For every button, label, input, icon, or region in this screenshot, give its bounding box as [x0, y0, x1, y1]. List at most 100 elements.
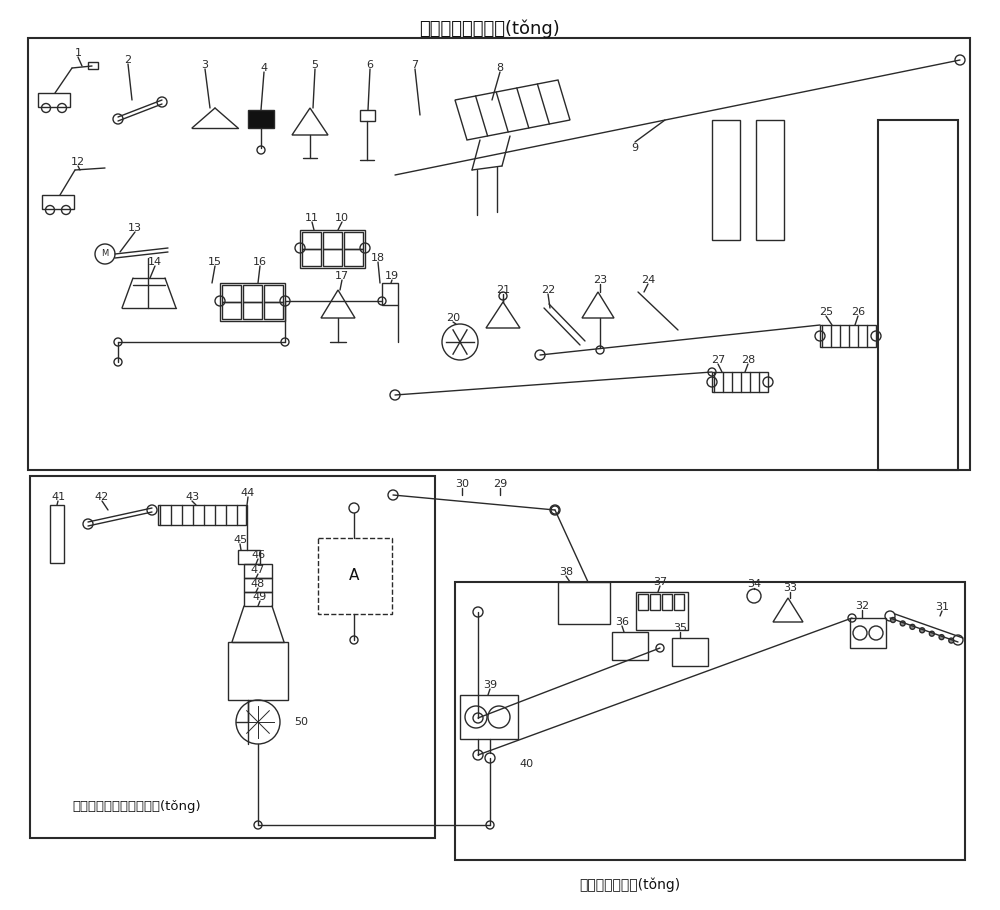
- Circle shape: [910, 624, 915, 630]
- Text: 10: 10: [335, 213, 349, 223]
- Bar: [638, 594, 648, 610]
- Bar: [662, 594, 672, 610]
- Text: 43: 43: [185, 492, 199, 502]
- Text: 24: 24: [641, 275, 655, 285]
- Text: 4: 4: [260, 63, 268, 73]
- Text: 29: 29: [493, 479, 507, 489]
- Bar: [636, 592, 688, 630]
- Bar: [302, 249, 321, 266]
- Bar: [222, 285, 241, 302]
- Bar: [650, 594, 660, 610]
- Bar: [244, 578, 272, 592]
- Circle shape: [949, 638, 954, 643]
- Text: 12: 12: [71, 157, 85, 167]
- Bar: [318, 538, 392, 614]
- Bar: [28, 38, 970, 470]
- Bar: [674, 594, 684, 610]
- Text: 34: 34: [747, 579, 761, 589]
- Text: 27: 27: [711, 355, 725, 365]
- Bar: [323, 232, 342, 249]
- Bar: [248, 110, 274, 128]
- Bar: [222, 302, 241, 319]
- Circle shape: [891, 618, 896, 622]
- Text: 25: 25: [819, 307, 833, 317]
- Bar: [612, 632, 648, 660]
- Text: 38: 38: [559, 567, 573, 577]
- Bar: [300, 230, 365, 268]
- Text: 22: 22: [541, 285, 555, 295]
- Text: 48: 48: [251, 579, 265, 589]
- Text: 13: 13: [128, 223, 142, 233]
- Text: 1: 1: [74, 48, 82, 58]
- Text: 15: 15: [208, 257, 222, 267]
- Bar: [158, 505, 246, 525]
- Text: 46: 46: [251, 550, 265, 560]
- Text: 41: 41: [51, 492, 65, 502]
- Bar: [264, 302, 283, 319]
- Bar: [382, 283, 398, 305]
- Text: 6: 6: [366, 60, 374, 70]
- Bar: [360, 110, 375, 121]
- Text: 47: 47: [251, 565, 265, 575]
- Text: 33: 33: [783, 583, 797, 593]
- Bar: [243, 285, 262, 302]
- Text: 21: 21: [496, 285, 510, 295]
- Text: 9: 9: [631, 143, 639, 153]
- Text: 11: 11: [305, 213, 319, 223]
- Text: 19: 19: [385, 271, 399, 281]
- Bar: [455, 582, 965, 860]
- Text: 40: 40: [519, 759, 533, 769]
- Bar: [88, 62, 98, 69]
- Text: M: M: [101, 249, 109, 258]
- Text: 28: 28: [741, 355, 755, 365]
- Text: 42: 42: [95, 492, 109, 502]
- Text: 32: 32: [855, 601, 869, 611]
- Text: 建筑垃圾處理系統(tǒng): 建筑垃圾處理系統(tǒng): [420, 20, 560, 38]
- Text: 5: 5: [312, 60, 318, 70]
- Text: 8: 8: [496, 63, 504, 73]
- Bar: [244, 592, 272, 606]
- Bar: [238, 550, 260, 564]
- Bar: [344, 249, 363, 266]
- Text: 3: 3: [202, 60, 208, 70]
- Text: 18: 18: [371, 253, 385, 263]
- Text: 14: 14: [148, 257, 162, 267]
- Text: 31: 31: [935, 602, 949, 612]
- Text: 輕物質破碎系統(tǒng): 輕物質破碎系統(tǒng): [579, 878, 681, 893]
- Text: 44: 44: [241, 488, 255, 498]
- Bar: [302, 232, 321, 249]
- Bar: [756, 120, 784, 240]
- Circle shape: [939, 634, 944, 640]
- Circle shape: [929, 632, 934, 636]
- Bar: [243, 302, 262, 319]
- Text: 35: 35: [673, 623, 687, 633]
- Bar: [672, 638, 708, 666]
- Text: 36: 36: [615, 617, 629, 627]
- Bar: [220, 283, 285, 321]
- Bar: [850, 618, 886, 648]
- Text: 26: 26: [851, 307, 865, 317]
- Circle shape: [900, 621, 905, 626]
- Bar: [460, 695, 518, 739]
- Bar: [244, 564, 272, 578]
- Bar: [38, 93, 70, 107]
- Text: 39: 39: [483, 680, 497, 690]
- Text: 37: 37: [653, 577, 667, 587]
- Text: 30: 30: [455, 479, 469, 489]
- Text: 16: 16: [253, 257, 267, 267]
- Text: 49: 49: [253, 592, 267, 602]
- Bar: [42, 195, 74, 209]
- Text: 替代燃料輸送和處理系統(tǒng): 替代燃料輸送和處理系統(tǒng): [72, 800, 201, 813]
- Text: 23: 23: [593, 275, 607, 285]
- Bar: [30, 476, 435, 838]
- Text: A: A: [349, 569, 359, 583]
- Bar: [228, 642, 288, 700]
- Bar: [264, 285, 283, 302]
- Text: 2: 2: [124, 55, 132, 65]
- Bar: [344, 232, 363, 249]
- Text: 20: 20: [446, 313, 460, 323]
- Bar: [323, 249, 342, 266]
- Bar: [712, 372, 768, 392]
- Bar: [712, 120, 740, 240]
- Text: 45: 45: [233, 535, 247, 545]
